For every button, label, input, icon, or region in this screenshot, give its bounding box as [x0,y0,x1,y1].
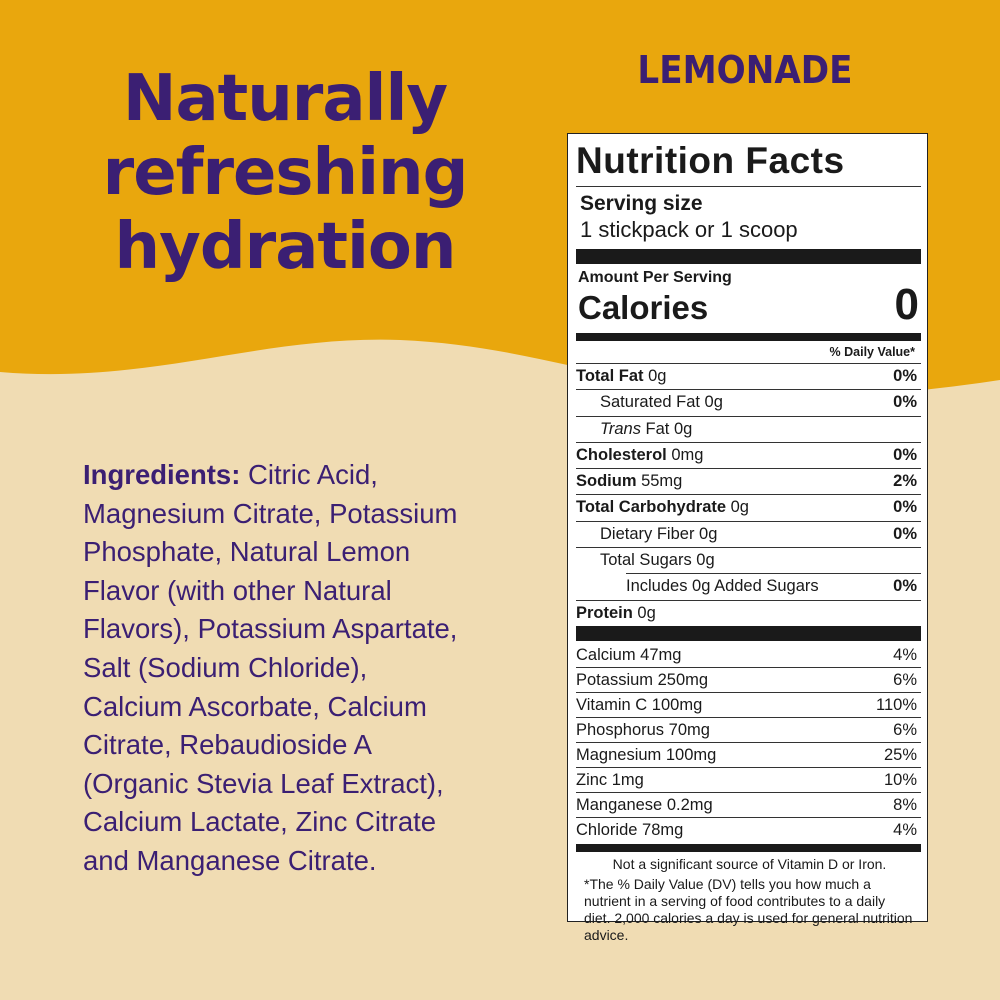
mineral-dv: 10% [883,770,917,789]
nutrient-dv: 0% [893,577,917,596]
nutrient-name-italic: Trans [600,419,641,438]
mineral-row: Vitamin C 100mg 110% [576,691,921,717]
mineral-name: Potassium 250mg [576,670,709,689]
nutrient-amount: 55mg [636,472,683,491]
serving-size-label: Serving size [580,192,703,215]
ingredients-line: Flavors), Potassium Aspartate, [83,613,458,645]
ingredients-line: (Organic Stevia Leaf Extract), [83,767,444,799]
mineral-row: Calcium 47mg 4% [576,643,921,667]
mineral-dv: 4% [893,645,917,664]
nutrient-name: Sodium [576,472,637,491]
mineral-row: Manganese 0.2mg 8% [576,791,921,817]
nutrient-row: Total Carbohydrate 0g 0% [576,494,921,520]
nutrient-dv: 2% [893,472,917,491]
daily-value-header: % Daily Value* [829,345,915,359]
nutrient-name: Total Fat [576,367,644,385]
divider [576,186,921,187]
ingredients-label: Ingredients: [83,459,241,490]
nutrient-row: Dietary Fiber 0g 0% [576,520,921,547]
mineral-row: Chloride 78mg 4% [576,816,921,842]
nutrient-name: Dietary Fiber 0g [600,524,718,543]
mineral-dv: 8% [893,795,917,814]
mineral-dv: 4% [893,820,917,839]
nutrient-dv: 0% [893,367,917,385]
ingredients: Ingredients: Citric Acid, Magnesium Citr… [83,456,457,881]
nutrition-facts-label: Nutrition Facts Serving size 1 stickpack… [567,133,928,943]
mineral-dv: 6% [893,670,917,689]
ingredients-line: and Manganese Citrate. [83,844,377,876]
thick-divider [576,249,921,264]
nutrient-amount: 0g [632,603,656,622]
ingredients-line: Calcium Ascorbate, Calcium [83,690,427,722]
nutrient-dv [917,548,921,573]
nutrient-row: Saturated Fat 0g 0% [576,389,921,415]
calories-row: Calories 0 [576,283,921,327]
mineral-name: Manganese 0.2mg [576,795,713,814]
ingredients-line: Citric Acid, [240,459,378,490]
amount-per-serving: Amount Per Serving [578,269,732,286]
nutrient-row: Trans Fat 0g [576,415,921,442]
mineral-row: Magnesium 100mg 25% [576,741,921,767]
nutrient-dv [917,601,921,626]
nutrient-name: Includes 0g Added Sugars [626,577,819,596]
calories-label: Calories [578,289,709,326]
nutrient-name: Protein [576,603,633,622]
mineral-name: Magnesium 100mg [576,745,717,764]
daily-value-footnote: *The % Daily Value (DV) tells you how mu… [584,875,913,943]
nutrient-row: Protein 0g [576,599,921,626]
calories-value: 0 [894,280,919,329]
mineral-dv: 6% [893,720,917,739]
headline-line: refreshing [102,136,469,210]
flavor-name: LEMONADE [637,48,853,92]
mineral-name: Phosphorus 70mg [576,720,710,739]
mineral-name: Chloride 78mg [576,820,684,839]
mineral-dv: 110% [876,695,917,714]
nutrient-dv: 0% [893,445,917,464]
medium-divider [576,843,921,852]
nutrient-name: Total Carbohydrate [576,498,727,517]
headline-line: Naturally [122,62,448,136]
nutrient-amount: 0g [726,498,749,517]
serving-size-value: 1 stickpack or 1 scoop [580,217,798,242]
nutrient-row: Cholesterol 0mg 0% [576,441,921,468]
not-significant-note: Not a significant source of Vitamin D or… [612,855,887,872]
mineral-name: Calcium 47mg [576,645,682,664]
nutrient-name: Total Sugars 0g [600,551,715,570]
headline-line: hydration [114,210,457,284]
mineral-name: Zinc 1mg [576,770,644,789]
nutrient-amount: 0g [643,367,667,385]
ingredients-line: Magnesium Citrate, Potassium [83,497,458,529]
mineral-row: Potassium 250mg 6% [576,666,921,692]
nutrient-dv: 0% [893,393,917,412]
minerals-list: Calcium 47mg 4% Potassium 250mg 6% Vitamin C… [576,643,921,842]
ingredients-line: Salt (Sodium Chloride), [83,651,368,683]
medium-divider [576,333,921,341]
footnotes: Not a significant source of Vitamin D or… [576,852,921,944]
mineral-name: Vitamin C 100mg [576,695,703,714]
nutrient-dv: 0% [893,524,917,543]
nutrient-name: Saturated Fat 0g [600,393,723,412]
mineral-dv: 25% [883,745,917,764]
thick-divider [576,625,921,641]
nutrient-dv: 0% [893,498,917,517]
nutrient-name: Cholesterol [576,445,667,464]
nutrient-row: Includes 0g Added Sugars 0% [626,573,921,599]
ingredients-line: Calcium Lactate, Zinc Citrate [83,806,437,838]
ingredients-line: Flavor (with other Natural [83,574,392,606]
nutrient-name: Fat 0g [640,419,693,438]
nutrient-row: Total Fat 0g 0% [576,363,921,389]
nutrient-amount: 0mg [666,445,704,464]
headline: Naturally refreshing hydration [60,62,510,284]
nutrient-row: Total Sugars 0g [576,547,921,573]
nutrient-dv [917,417,921,442]
mineral-row: Phosphorus 70mg 6% [576,716,921,742]
nutrition-facts-title: Nutrition Facts [576,140,845,181]
mineral-row: Zinc 1mg 10% [576,766,921,792]
nutrient-row: Sodium 55mg 2% [576,468,921,494]
ingredients-line: Phosphate, Natural Lemon [83,536,411,568]
ingredients-line: Citrate, Rebaudioside A [83,729,372,761]
